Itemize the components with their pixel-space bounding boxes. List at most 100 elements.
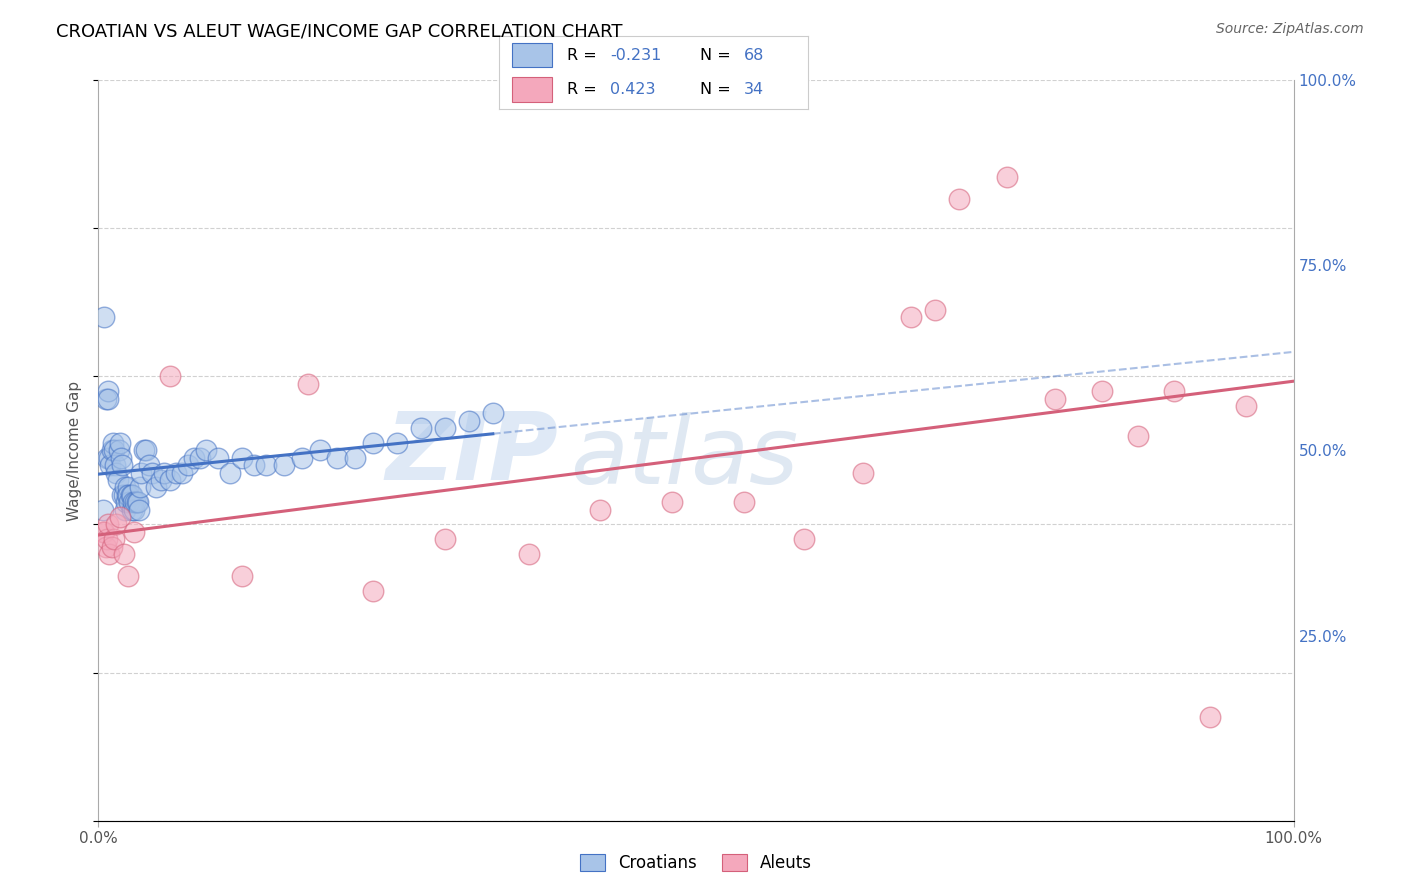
Point — [589, 502, 612, 516]
Point — [159, 473, 181, 487]
Point — [112, 488, 135, 502]
Point — [117, 488, 139, 502]
Point — [308, 443, 330, 458]
Point — [517, 547, 540, 561]
Point — [995, 169, 1018, 184]
Bar — [512, 78, 551, 102]
Point — [948, 192, 970, 206]
Point — [128, 502, 150, 516]
Point — [122, 495, 145, 509]
Point — [91, 524, 114, 539]
Point — [115, 488, 138, 502]
Point — [100, 540, 122, 554]
Point — [93, 310, 115, 325]
Legend: Croatians, Aleuts: Croatians, Aleuts — [574, 847, 818, 879]
Point — [481, 407, 505, 421]
Point — [125, 495, 148, 509]
Text: N =: N = — [700, 82, 737, 97]
Point — [344, 450, 367, 465]
Point — [297, 376, 319, 391]
Point — [1128, 428, 1150, 442]
Point — [124, 502, 146, 516]
Point — [97, 384, 120, 399]
Point — [254, 458, 277, 473]
Text: 0.423: 0.423 — [610, 82, 657, 97]
Point — [138, 458, 160, 473]
Text: 34: 34 — [744, 82, 763, 97]
Point — [91, 502, 114, 516]
Point — [1091, 384, 1114, 399]
Point — [111, 458, 134, 473]
Point — [924, 302, 946, 317]
Point — [149, 473, 172, 487]
Point — [94, 540, 117, 554]
Point — [103, 533, 125, 547]
Point — [411, 421, 433, 435]
Text: 68: 68 — [744, 47, 763, 62]
Point — [207, 450, 229, 465]
Point — [231, 569, 253, 583]
Point — [363, 436, 385, 450]
Point — [434, 421, 457, 435]
Point — [363, 584, 385, 599]
Point — [105, 517, 128, 532]
Point — [183, 450, 205, 465]
Point — [793, 533, 815, 547]
Point — [135, 443, 157, 458]
Bar — [512, 43, 551, 67]
Point — [121, 502, 143, 516]
Point — [852, 466, 875, 480]
Point — [165, 466, 187, 480]
Point — [188, 450, 211, 465]
Point — [97, 517, 120, 532]
Point — [1043, 392, 1066, 406]
Point — [107, 443, 129, 458]
Point — [108, 436, 131, 450]
Point — [141, 466, 163, 480]
Point — [129, 480, 152, 494]
Text: N =: N = — [700, 47, 737, 62]
Point — [900, 310, 922, 325]
Point — [124, 495, 146, 509]
Point — [385, 436, 409, 450]
Text: CROATIAN VS ALEUT WAGE/INCOME GAP CORRELATION CHART: CROATIAN VS ALEUT WAGE/INCOME GAP CORREL… — [56, 22, 623, 40]
Point — [131, 466, 153, 480]
Point — [94, 392, 117, 406]
Point — [153, 466, 176, 480]
Point — [120, 488, 142, 502]
Point — [111, 488, 134, 502]
Point — [733, 495, 755, 509]
Point — [107, 473, 129, 487]
Point — [219, 466, 242, 480]
Point — [115, 495, 138, 509]
Point — [108, 510, 131, 524]
Text: Source: ZipAtlas.com: Source: ZipAtlas.com — [1216, 22, 1364, 37]
Point — [104, 458, 127, 473]
Text: ZIP: ZIP — [385, 409, 558, 500]
Text: R =: R = — [567, 82, 602, 97]
Point — [1234, 399, 1257, 413]
Point — [177, 458, 200, 473]
Text: R =: R = — [567, 47, 602, 62]
Point — [121, 488, 143, 502]
Point — [273, 458, 295, 473]
Point — [661, 495, 683, 509]
Point — [100, 443, 122, 458]
Point — [103, 443, 125, 458]
Point — [110, 450, 132, 465]
Point — [434, 533, 457, 547]
Point — [112, 547, 135, 561]
Point — [98, 450, 121, 465]
Point — [1163, 384, 1185, 399]
Text: atlas: atlas — [571, 412, 799, 503]
Point — [105, 466, 128, 480]
Point — [145, 480, 167, 494]
Point — [98, 547, 121, 561]
Y-axis label: Wage/Income Gap: Wage/Income Gap — [67, 380, 83, 521]
Point — [231, 450, 253, 465]
Point — [243, 458, 266, 473]
Point — [98, 458, 122, 473]
Point — [101, 436, 124, 450]
Point — [132, 443, 155, 458]
Point — [118, 495, 141, 509]
